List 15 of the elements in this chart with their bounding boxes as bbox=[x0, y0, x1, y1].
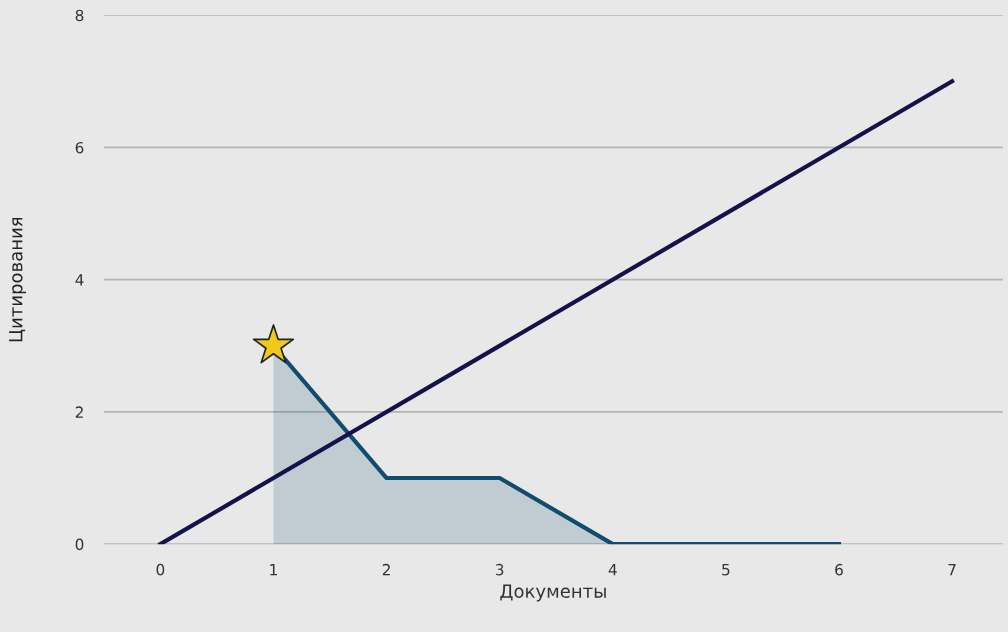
x-tick-label: 4 bbox=[608, 564, 617, 576]
x-axis-title: Документы bbox=[500, 584, 606, 602]
x-tick-label: 0 bbox=[156, 563, 165, 576]
x-tick-label: 3 bbox=[495, 563, 504, 576]
x-tick-label: 6 bbox=[835, 563, 843, 576]
x-tick-label: 5 bbox=[722, 564, 730, 576]
y-tick-label: 6 bbox=[75, 141, 84, 154]
x-tick-label: 1 bbox=[270, 564, 277, 576]
x-tick-label: 7 bbox=[948, 564, 956, 576]
y-tick-label: 4 bbox=[75, 274, 84, 286]
x-tick-label: 2 bbox=[382, 563, 390, 576]
y-tick-label: 2 bbox=[75, 406, 83, 418]
y-axis-title: Цитирования bbox=[9, 217, 27, 342]
y-tick-label: 0 bbox=[75, 538, 84, 551]
y-tick-label: 8 bbox=[75, 9, 84, 22]
